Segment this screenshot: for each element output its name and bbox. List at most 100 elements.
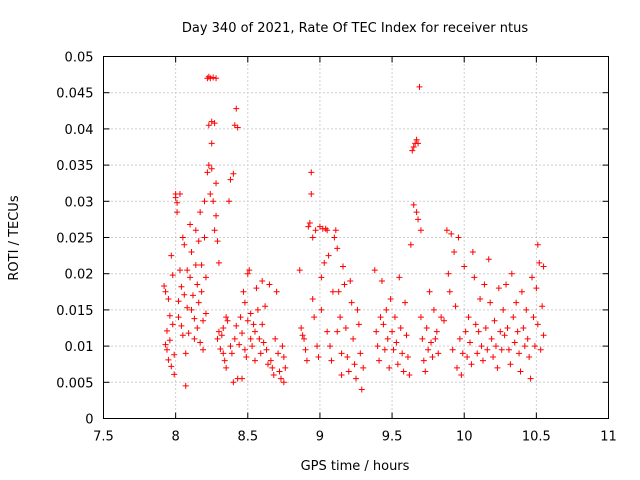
data-point xyxy=(211,227,218,234)
data-point xyxy=(182,350,189,357)
data-point xyxy=(516,350,523,357)
data-point xyxy=(409,147,416,154)
data-point xyxy=(178,283,185,290)
data-point xyxy=(188,306,195,313)
data-points xyxy=(161,73,547,393)
data-point xyxy=(211,120,218,127)
data-point xyxy=(169,321,176,328)
data-point xyxy=(308,169,315,176)
data-point xyxy=(305,223,312,230)
data-point xyxy=(510,314,517,321)
data-point xyxy=(168,252,175,259)
data-point xyxy=(276,368,283,375)
data-point xyxy=(381,346,388,353)
data-point xyxy=(468,361,475,368)
data-point xyxy=(527,375,534,382)
data-point xyxy=(227,176,234,183)
data-point xyxy=(198,262,205,269)
data-point xyxy=(537,346,544,353)
data-point xyxy=(487,299,494,306)
data-point xyxy=(397,325,404,331)
data-point xyxy=(402,299,409,306)
data-point xyxy=(205,162,212,169)
data-point xyxy=(340,263,347,270)
data-point xyxy=(228,350,235,357)
data-point xyxy=(270,372,277,379)
data-point xyxy=(501,332,508,339)
data-point xyxy=(435,350,442,357)
data-point xyxy=(526,353,533,360)
data-point xyxy=(166,312,173,319)
data-point xyxy=(425,346,432,353)
data-point xyxy=(182,382,189,389)
data-point xyxy=(376,357,383,364)
data-point xyxy=(478,343,485,350)
data-point xyxy=(393,339,400,346)
data-point xyxy=(198,288,205,295)
data-point xyxy=(507,361,514,368)
x-tick-label: 11 xyxy=(600,430,617,445)
data-point xyxy=(277,375,284,382)
data-point xyxy=(479,357,486,364)
data-point xyxy=(234,124,241,131)
data-point xyxy=(191,315,198,322)
data-point xyxy=(171,371,178,378)
data-point xyxy=(187,274,194,281)
x-axis: 7.5 8 8.5 9 9.5 10 10.5 11 xyxy=(93,56,617,445)
data-point xyxy=(162,341,169,348)
data-point xyxy=(220,325,227,331)
data-point xyxy=(451,248,458,255)
data-point xyxy=(241,346,248,353)
data-point xyxy=(334,328,341,335)
data-point xyxy=(269,364,276,371)
data-point xyxy=(429,353,436,360)
data-point xyxy=(264,361,271,368)
data-point xyxy=(497,328,504,335)
data-point xyxy=(452,303,459,310)
data-point xyxy=(312,227,319,234)
data-point xyxy=(415,140,422,147)
data-point xyxy=(469,248,476,255)
data-point xyxy=(243,353,250,360)
data-point xyxy=(504,325,511,331)
data-point xyxy=(207,75,214,82)
data-point xyxy=(338,372,345,379)
data-point xyxy=(215,259,222,266)
data-point xyxy=(252,357,258,364)
data-point xyxy=(413,209,420,216)
data-point xyxy=(273,288,280,295)
data-point xyxy=(244,270,251,277)
data-point xyxy=(210,74,217,81)
data-point xyxy=(299,332,306,339)
data-point xyxy=(534,241,541,248)
data-point xyxy=(301,335,308,342)
data-point xyxy=(471,274,478,281)
data-point xyxy=(246,267,253,274)
data-point xyxy=(445,270,452,277)
data-point xyxy=(315,353,322,360)
data-point xyxy=(459,350,466,357)
data-point xyxy=(441,317,448,324)
data-point xyxy=(465,314,472,321)
data-point xyxy=(252,328,258,335)
data-point xyxy=(280,353,287,360)
data-point xyxy=(410,144,417,150)
data-point xyxy=(249,343,256,350)
data-point xyxy=(309,296,316,303)
data-point xyxy=(341,281,348,288)
data-point xyxy=(456,335,463,342)
data-point xyxy=(205,122,212,129)
data-point xyxy=(430,306,437,313)
data-point xyxy=(371,267,378,274)
data-point xyxy=(239,375,246,382)
data-point xyxy=(166,337,173,344)
y-tick-label: 0.015 xyxy=(56,304,93,319)
chart-title: Day 340 of 2021, Rate Of TEC Index for r… xyxy=(182,21,528,36)
data-point xyxy=(256,335,263,342)
data-point xyxy=(540,332,547,339)
data-point xyxy=(491,317,498,324)
data-point xyxy=(508,270,515,277)
data-point xyxy=(410,201,417,208)
y-tick-label: 0.035 xyxy=(56,159,93,174)
data-point xyxy=(531,343,538,350)
